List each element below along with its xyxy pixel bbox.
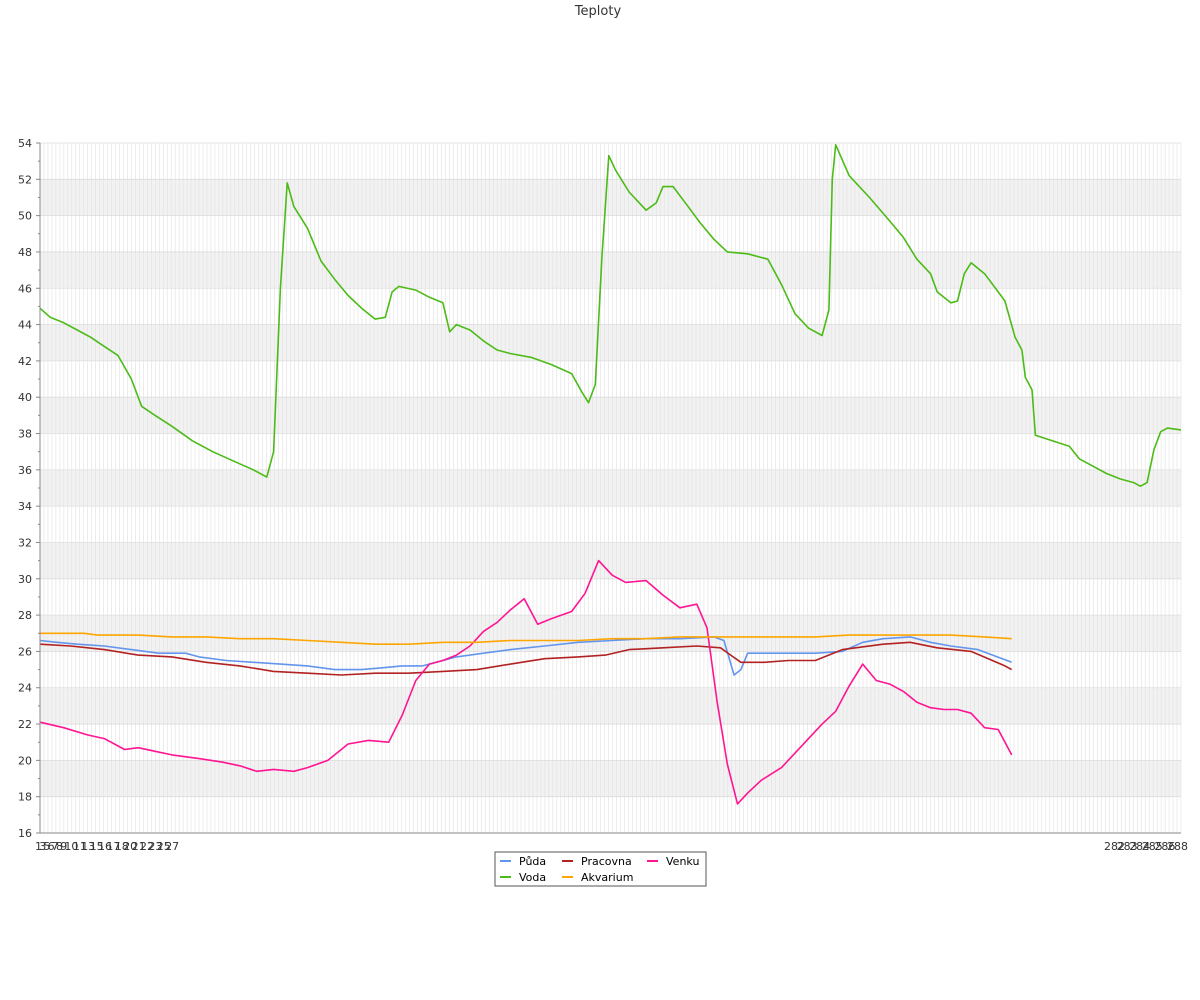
- horizontal-grid: [40, 142, 1181, 834]
- x-tick-label: 11: [73, 840, 87, 853]
- grid-band: [40, 324, 1181, 361]
- grid-band: [40, 397, 1181, 434]
- grid-band: [40, 760, 1181, 797]
- y-tick-label: 48: [18, 246, 32, 259]
- legend-label: Půda: [519, 855, 546, 868]
- x-tick-label: 282: [1104, 840, 1125, 853]
- x-tick-label: 288: [1167, 840, 1188, 853]
- grid-band: [40, 469, 1181, 507]
- y-tick-label: 34: [18, 500, 32, 513]
- legend-label: Pracovna: [581, 855, 632, 868]
- series-line-4: [40, 632, 1012, 646]
- y-tick-label: 54: [18, 137, 32, 150]
- y-tick-label: 30: [18, 573, 32, 586]
- y-tick-label: 42: [18, 355, 32, 368]
- series-line-1: [39, 641, 1013, 676]
- x-tick-label: 16: [98, 840, 112, 853]
- y-tick-label: 20: [18, 754, 32, 767]
- legend-box: [494, 851, 707, 887]
- x-tick-label: 21: [132, 840, 146, 853]
- x-tick-label: 9: [60, 840, 67, 853]
- x-tick-label: 23: [148, 840, 162, 853]
- grid-bands: [40, 179, 1181, 797]
- y-tick-label: 22: [18, 718, 32, 731]
- grid-band: [40, 179, 1181, 216]
- y-tick-label: 16: [18, 827, 32, 840]
- y-tick-label: 46: [18, 282, 32, 295]
- y-tick-label: 28: [18, 609, 32, 622]
- y-tick-label: 38: [18, 428, 32, 441]
- x-tick-label: 8: [56, 840, 63, 853]
- grid-band: [40, 615, 1181, 652]
- y-tick-label: 26: [18, 645, 32, 658]
- vertical-grid: [39, 143, 1182, 833]
- series-line-3: [39, 144, 1182, 488]
- y-tick-label: 50: [18, 210, 32, 223]
- y-tick-labels: 16 18 20 22 24 26 28 30 32 34 36 38 40 42 44 46 48 50 52 54: [18, 137, 32, 840]
- x-tick-label: 27: [165, 840, 179, 853]
- x-tick-label: 17: [106, 840, 120, 853]
- y-tick-label: 52: [18, 173, 32, 186]
- y-tick-label: 44: [18, 319, 32, 332]
- y-tick-label: 18: [18, 791, 32, 804]
- x-tick-label: 6: [48, 840, 55, 853]
- x-tick-label: 10: [64, 840, 78, 853]
- chart-title: Teploty: [574, 4, 622, 19]
- x-tick-label: 5: [43, 840, 50, 853]
- y-tick-label: 24: [18, 682, 32, 695]
- x-tick-label: 18: [115, 840, 129, 853]
- x-tick-label: 284: [1129, 840, 1150, 853]
- series-lines: [39, 144, 1182, 805]
- legend: Půda Pracovna Venku Voda Akvarium: [494, 851, 707, 887]
- x-tick-label: 15: [90, 840, 104, 853]
- y-tick-label: 32: [18, 536, 32, 549]
- x-tick-label: 20: [123, 840, 137, 853]
- legend-label: Venku: [666, 855, 699, 868]
- x-tick-label: 1: [35, 840, 42, 853]
- x-tick-label: 286: [1154, 840, 1175, 853]
- x-tick-label: 13: [81, 840, 95, 853]
- series-line-2: [39, 559, 1013, 805]
- x-tick-label: 283: [1117, 840, 1138, 853]
- x-tick-label: 7: [52, 840, 59, 853]
- x-tick-label: 3: [39, 840, 46, 853]
- x-tick-label: 22: [140, 840, 154, 853]
- x-tick-label: 285: [1142, 840, 1163, 853]
- y-tick-label: 40: [18, 391, 32, 404]
- axes: [36, 142, 1181, 834]
- legend-label: Akvarium: [581, 871, 633, 884]
- y-tick-label: 36: [18, 464, 32, 477]
- x-tick-label: 25: [157, 840, 171, 853]
- grid-band: [40, 687, 1181, 725]
- legend-label: Voda: [519, 871, 546, 884]
